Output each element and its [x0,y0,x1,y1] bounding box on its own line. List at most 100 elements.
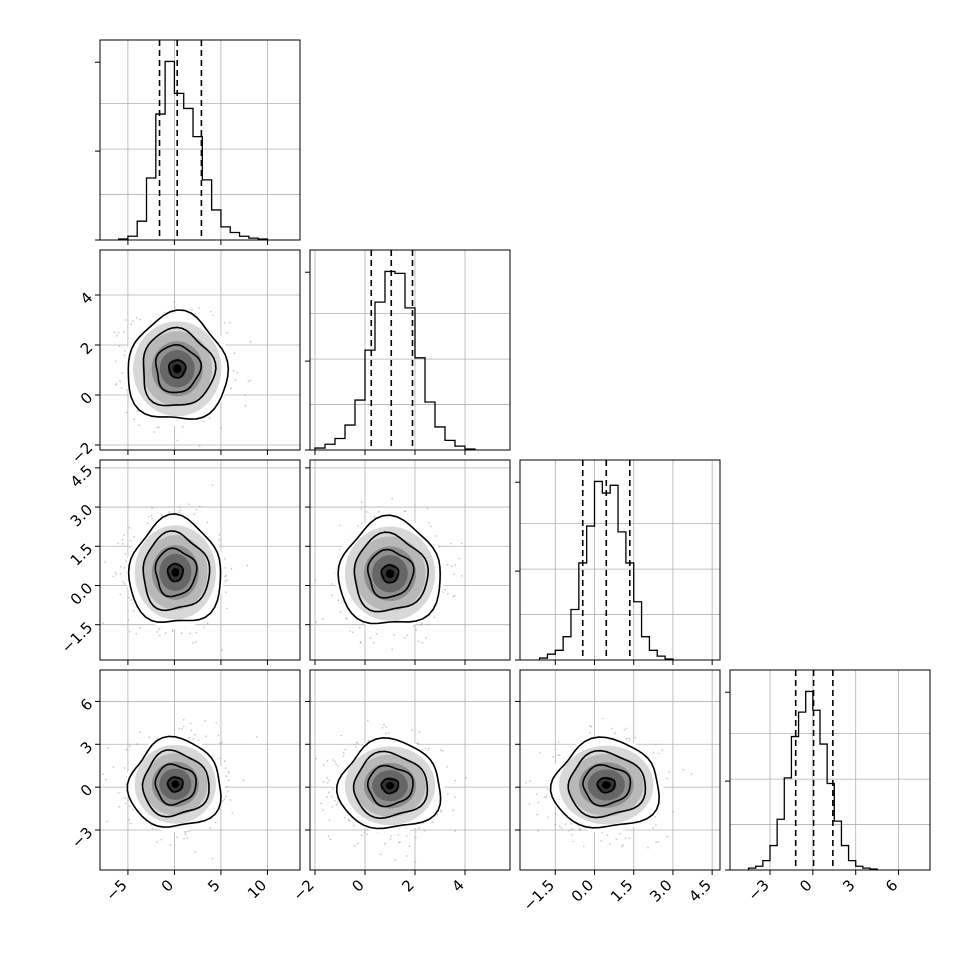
scatter-point [229,799,232,801]
scatter-point [392,634,395,636]
scatter-point [625,738,628,740]
scatter-point [125,560,128,563]
y-tick-label: 1.5 [67,540,97,570]
scatter-point [112,575,115,578]
contour-2 [154,343,203,394]
scatter-point [331,805,334,808]
scatter-point [194,312,197,315]
scatter-point [452,595,455,598]
scatter-point [344,748,347,751]
scatter-point [232,369,235,372]
scatter-point [188,503,190,506]
scatter-point [589,724,591,727]
contour-2 [366,764,414,808]
density-level-6 [171,780,180,789]
scatter-point [560,827,563,829]
x-tick-label: −2 [289,876,317,904]
scatter-point [224,575,227,578]
scatter-point [164,632,167,634]
scatter-point [180,632,183,635]
scatter-point [347,818,350,821]
scatter-point [454,564,456,567]
scatter-point [124,552,127,555]
scatter-point [449,542,452,545]
scatter-point [114,360,117,362]
scatter-point [176,439,179,442]
contour-2 [154,547,198,598]
panel-2-0: −1.50.01.53.04.5 [58,459,301,665]
scatter-point [589,732,591,734]
scatter-point [315,620,318,623]
panel-frame [99,459,301,661]
scatter-point [222,800,224,802]
scatter-point [225,591,227,594]
scatter-point [383,723,385,726]
scatter-point [221,649,223,652]
scatter-point [223,798,226,801]
scatter-point [182,725,185,728]
scatter-point [353,844,356,847]
scatter-point [221,741,223,744]
scatter-point [171,630,174,633]
scatter-point [183,837,185,840]
scatter-point [338,524,341,527]
scatter-point [373,515,376,518]
scatter-point [460,542,463,545]
scatter-point [378,510,380,513]
scatter-point [113,331,116,334]
scatter-point [139,318,142,321]
y-tick-label: 3 [77,738,96,757]
scatter-point [369,637,372,639]
scatter-point [423,829,426,832]
scatter-point [255,736,258,738]
scatter-point [195,631,198,634]
scatter-point [403,637,406,639]
scatter-point [654,815,657,818]
scatter-point [115,573,118,576]
scatter-point [647,846,649,849]
scatter-point [151,827,154,830]
scatter-point [360,501,363,503]
scatter-point [104,561,106,563]
scatter-point [331,795,333,798]
scatter-point [529,780,531,782]
scatter-point [405,835,408,837]
scatter-point [655,841,657,844]
scatter-point [626,737,629,740]
scatter-point [150,515,153,517]
scatter-point [217,734,220,737]
scatter-point [191,308,194,311]
scatter-point [249,379,252,382]
x-tick-label: −3 [744,876,772,904]
contour-0 [126,735,222,828]
scatter-point [184,833,187,836]
scatter-point [193,513,196,516]
scatter-point [226,578,228,581]
panel-frame [99,669,301,871]
scatter-point [121,542,124,545]
scatter-point [125,411,128,414]
scatter-point [169,844,172,847]
scatter-point [203,626,206,628]
scatter-point [628,739,630,742]
contour-1 [142,530,211,612]
scatter-point [179,509,182,511]
scatter-point [125,389,128,391]
scatter-point [117,542,119,545]
contour-0 [337,514,442,625]
scatter-point [156,426,159,429]
scatter-point [206,521,209,524]
scatter-point [326,776,328,779]
scatter-point [557,754,559,757]
scatter-point [133,418,136,421]
scatter-point [184,831,186,833]
scatter-point [128,745,131,747]
scatter-point [528,803,531,805]
contour-2 [582,763,632,807]
scatter-point [418,827,421,829]
scatter-point [189,722,192,725]
scatter-point [411,729,414,732]
scatter-point [611,727,613,730]
scatter-point [147,516,150,518]
